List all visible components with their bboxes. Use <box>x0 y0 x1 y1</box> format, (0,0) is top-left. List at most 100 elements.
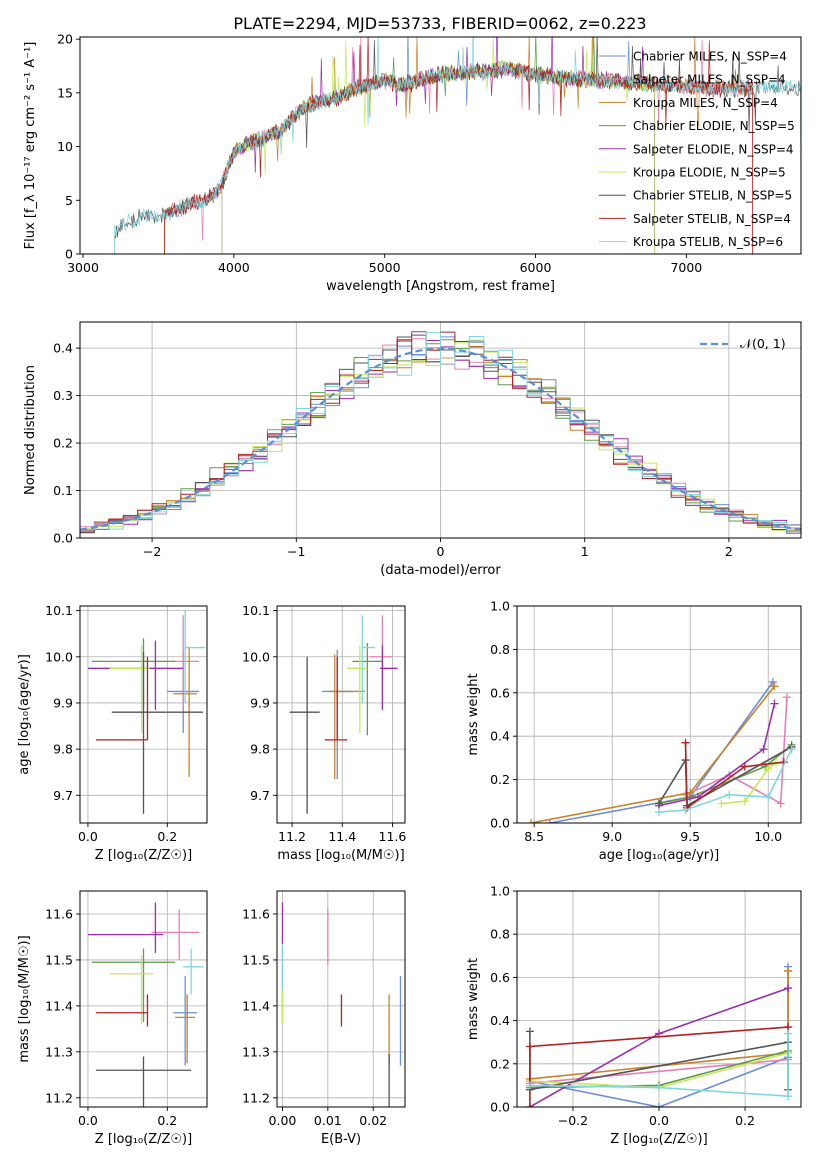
y-tick-label: 11.4 <box>242 998 270 1013</box>
x-tick-label: 0.00 <box>269 1113 297 1128</box>
x-tick-label: 0.2 <box>735 1113 755 1128</box>
weight-series-line <box>529 1033 789 1098</box>
y-tick-label: 11.3 <box>45 1044 73 1059</box>
weight-point-marker <box>782 693 791 702</box>
y-tick-label: 0.3 <box>53 388 73 403</box>
errorbar-point <box>95 1056 192 1107</box>
weight-point-marker <box>545 819 554 823</box>
x-tick-label: 11.6 <box>379 829 407 844</box>
x-tick-label: 2 <box>725 544 733 559</box>
weight-point-marker <box>784 984 793 993</box>
y-tick-label: 9.7 <box>250 788 270 803</box>
weight-point-marker <box>717 799 726 808</box>
y-tick-label: 0.6 <box>490 685 510 700</box>
x-tick-label: 0.01 <box>314 1113 342 1128</box>
age-vs-mass-x-axis-label: mass [log₁₀(M/M☉)] <box>277 848 404 863</box>
age-vs-Z-y-axis-label: age [log₁₀(age/yr)] <box>17 654 32 775</box>
y-tick-label: 11.6 <box>45 906 73 921</box>
x-tick-label: 0.0 <box>78 829 98 844</box>
weight-vs-Z-frame <box>516 890 802 1108</box>
y-tick-label: 5 <box>65 193 73 208</box>
weight-series-line <box>658 703 776 807</box>
weight-point-marker <box>764 764 773 773</box>
x-tick-label: 9.0 <box>602 829 622 844</box>
figure-title: PLATE=2294, MJD=53733, FIBERID=0062, z=0… <box>233 14 646 33</box>
x-tick-label: 11.2 <box>278 829 306 844</box>
mass-vs-ebv-errorbars <box>281 902 402 1107</box>
y-tick-label: 11.5 <box>45 952 73 967</box>
age-vs-mass-axes: 11.2 11.4 11.6 9.7 9.8 9.9 10.0 10.1 mass [log₁₀… <box>242 603 406 863</box>
legend-entry: Salpeter STELIB, N_SSP=4 <box>633 212 791 226</box>
y-tick-label: 0.4 <box>490 729 510 744</box>
y-tick-label: 0.8 <box>490 642 510 657</box>
residuals-legend: 𝒩(0, 1) <box>700 336 786 351</box>
weight-vs-age-series <box>527 677 796 823</box>
x-tick-label: 0.2 <box>157 829 177 844</box>
spectrum-legend: Chabrier MILES, N_SSP=4 Salpeter MILES, N… <box>599 50 795 249</box>
x-tick-label: 0.0 <box>78 1113 98 1128</box>
x-tick-label: 0.0 <box>649 1113 669 1128</box>
x-tick-label: 1 <box>581 544 589 559</box>
histogram-series <box>80 331 801 536</box>
weight-point-marker <box>740 762 749 771</box>
errorbar-point <box>111 652 204 814</box>
weight-point-marker <box>770 682 779 691</box>
y-tick-label: 0.2 <box>490 772 510 787</box>
weight-point-marker <box>776 799 785 808</box>
mass-vs-ebv-axes: 0.00 0.01 0.02 11.2 11.3 11.4 11.5 11.6 E(B-V) <box>242 891 405 1147</box>
weight-point-marker <box>681 805 690 814</box>
legend-entry: Kroupa ELODIE, N_SSP=5 <box>633 166 786 180</box>
x-tick-label: 9.5 <box>680 829 700 844</box>
x-tick-label: 0.2 <box>157 1113 177 1128</box>
y-tick-label: 9.8 <box>250 742 270 757</box>
normal-reference-curve <box>80 347 801 531</box>
y-tick-label: 9.9 <box>53 695 73 710</box>
y-tick-label: 0.1 <box>53 483 73 498</box>
y-tick-label: 0 <box>65 247 73 262</box>
spectrum-x-axis-label: wavelength [Angstrom, rest frame] <box>326 279 555 294</box>
x-tick-label: 5000 <box>369 260 401 275</box>
y-tick-label: 10.1 <box>242 603 270 618</box>
weight-vs-age-frame <box>516 605 802 824</box>
y-tick-label: 0.4 <box>490 1013 510 1028</box>
x-tick-label: −0.2 <box>558 1113 588 1128</box>
weight-point-marker <box>525 1027 534 1036</box>
legend-entry: Salpeter MILES, N_SSP=4 <box>633 73 786 87</box>
weight-vs-age-y-axis-label: mass weight <box>466 673 481 755</box>
legend-entry: Kroupa MILES, N_SSP=4 <box>633 96 778 110</box>
age-vs-mass-errorbars <box>289 615 398 814</box>
age-vs-Z-errorbars <box>87 610 206 814</box>
mass-vs-Z-axes: 0.0 0.2 11.2 11.3 11.4 11.5 11.6 Z [log₁₀(Z/Z☉)… <box>17 891 207 1147</box>
errorbar-point <box>324 656 348 741</box>
errorbar-point <box>87 902 164 954</box>
errorbar-point <box>329 654 365 780</box>
errorbar-point <box>151 909 200 960</box>
x-tick-label: −1 <box>287 544 305 559</box>
y-tick-label: 11.2 <box>242 1090 270 1105</box>
y-tick-label: 0.2 <box>53 436 73 451</box>
y-tick-label: 11.3 <box>242 1044 270 1059</box>
x-tick-label: 3000 <box>67 260 99 275</box>
spectrum-axes: 3000 4000 5000 6000 7000 0 5 10 15 20 wavelength [… <box>23 32 702 294</box>
spectrum-series-line <box>114 37 801 254</box>
weight-point-marker <box>784 1092 793 1101</box>
errorbar-point <box>379 645 398 710</box>
y-tick-label: 9.9 <box>250 695 270 710</box>
y-tick-label: 9.7 <box>53 788 73 803</box>
y-tick-label: 9.8 <box>53 742 73 757</box>
weight-point-marker <box>681 738 690 747</box>
y-tick-label: 10 <box>57 139 73 154</box>
residuals-x-axis-label: (data-model)/error <box>380 563 501 578</box>
spectrum-y-axis-label: Flux [f_λ 10⁻¹⁷ erg cm⁻² s⁻¹ A⁻¹] <box>23 42 38 250</box>
legend-entry: 𝒩(0, 1) <box>740 336 786 351</box>
y-tick-label: 20 <box>57 32 73 47</box>
weight-series-line <box>721 761 777 805</box>
age-vs-Z-x-axis-label: Z [log₁₀(Z/Z☉)] <box>95 848 192 863</box>
weight-point-marker <box>655 1103 663 1107</box>
mass-vs-Z-errorbars <box>87 902 204 1107</box>
errorbar-point <box>173 976 198 1066</box>
weight-vs-Z-series <box>525 962 793 1107</box>
residuals-frame <box>79 321 802 539</box>
legend-entry: Chabrier MILES, N_SSP=4 <box>633 50 787 64</box>
